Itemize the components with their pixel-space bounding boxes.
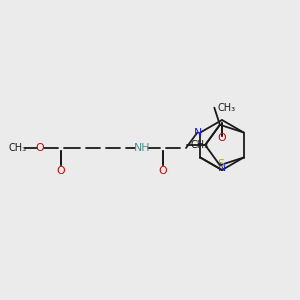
Text: NH: NH [134, 143, 150, 153]
Text: O: O [36, 143, 44, 153]
Text: N: N [218, 163, 226, 173]
Text: N: N [194, 128, 202, 137]
Text: S: S [218, 159, 224, 169]
Text: CH₃: CH₃ [9, 143, 27, 153]
Text: O: O [218, 133, 226, 143]
Text: O: O [57, 166, 65, 176]
Text: O: O [159, 166, 167, 176]
Text: CH₃: CH₃ [190, 140, 208, 150]
Text: CH₃: CH₃ [217, 103, 236, 113]
